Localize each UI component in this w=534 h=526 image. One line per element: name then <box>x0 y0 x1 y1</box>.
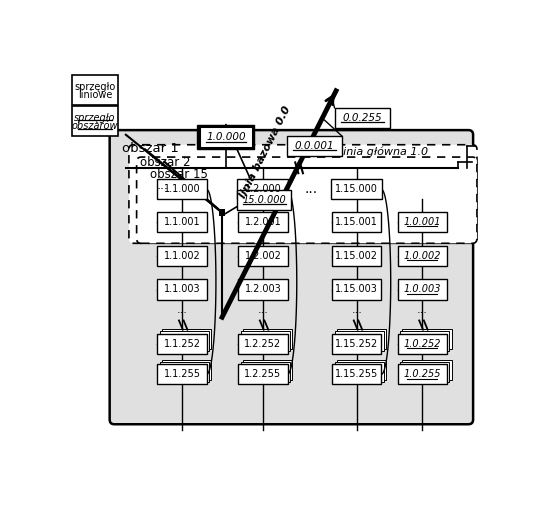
Text: 1.1.003: 1.1.003 <box>164 285 200 295</box>
Bar <box>156 179 207 199</box>
Bar <box>162 360 211 380</box>
Text: 1.2.255: 1.2.255 <box>245 369 281 379</box>
Text: 1.0.000: 1.0.000 <box>206 132 246 142</box>
Bar <box>398 246 447 266</box>
Text: obszar 2: obszar 2 <box>140 156 190 168</box>
Bar <box>398 365 447 385</box>
Text: 1.15.003: 1.15.003 <box>335 285 378 295</box>
Bar <box>334 108 390 128</box>
Text: ...: ... <box>305 183 318 196</box>
Text: 1.0.002: 1.0.002 <box>404 250 441 260</box>
Text: 1.0.001: 1.0.001 <box>404 217 441 227</box>
Bar <box>337 360 386 380</box>
Text: linia bazowa 0.0: linia bazowa 0.0 <box>238 105 293 200</box>
Text: ...: ... <box>417 305 428 315</box>
Text: 1.1.252: 1.1.252 <box>163 339 201 349</box>
Bar <box>238 365 287 385</box>
Bar <box>332 246 381 266</box>
Text: sprzęgło: sprzęgło <box>74 82 116 92</box>
Bar <box>238 246 287 266</box>
Text: 1.1.000: 1.1.000 <box>164 185 200 195</box>
FancyBboxPatch shape <box>137 157 477 244</box>
Bar <box>287 136 342 156</box>
Bar <box>160 331 209 351</box>
Text: 1.2.003: 1.2.003 <box>245 285 281 295</box>
Bar <box>72 75 118 105</box>
Text: 1.0.252: 1.0.252 <box>404 339 441 349</box>
Bar <box>238 333 287 353</box>
Bar <box>238 279 287 299</box>
Bar <box>158 333 207 353</box>
Text: 1.2.252: 1.2.252 <box>245 339 281 349</box>
Bar <box>334 331 384 351</box>
Bar <box>240 362 290 382</box>
Bar <box>243 329 292 349</box>
Bar <box>240 331 290 351</box>
Text: 1.2.001: 1.2.001 <box>245 217 281 227</box>
Bar <box>398 279 447 299</box>
Text: 0.0.255: 0.0.255 <box>342 113 382 123</box>
FancyBboxPatch shape <box>109 130 473 424</box>
Bar <box>332 279 381 299</box>
Text: obszar 15: obszar 15 <box>151 168 208 181</box>
Text: 1.2.000: 1.2.000 <box>245 185 281 195</box>
Bar <box>238 190 292 210</box>
Text: 1.1.002: 1.1.002 <box>163 250 200 260</box>
Bar <box>158 212 207 232</box>
Bar <box>243 360 292 380</box>
Bar <box>332 212 381 232</box>
Bar <box>158 365 207 385</box>
Text: 1.1.001: 1.1.001 <box>164 217 200 227</box>
Text: ...: ... <box>156 179 169 191</box>
Bar <box>332 179 382 199</box>
Bar <box>400 331 449 351</box>
Bar <box>162 329 211 349</box>
Bar <box>398 333 447 353</box>
Text: ...: ... <box>257 305 268 315</box>
Text: 1.1.255: 1.1.255 <box>163 369 201 379</box>
Bar <box>160 362 209 382</box>
FancyBboxPatch shape <box>129 145 477 244</box>
Bar <box>238 179 288 199</box>
Bar <box>219 209 225 216</box>
Bar <box>332 333 381 353</box>
Bar <box>199 126 253 148</box>
Bar <box>337 329 386 349</box>
Text: 1.15.000: 1.15.000 <box>335 185 378 195</box>
Bar <box>402 360 452 380</box>
Text: 0.0.001: 0.0.001 <box>295 141 334 151</box>
Bar <box>400 362 449 382</box>
Text: 1.15.252: 1.15.252 <box>335 339 379 349</box>
Bar <box>158 246 207 266</box>
Text: 1.15.255: 1.15.255 <box>335 369 379 379</box>
Text: 1.0.003: 1.0.003 <box>404 285 441 295</box>
Bar <box>398 212 447 232</box>
Text: obszar 1: obszar 1 <box>122 143 179 155</box>
Bar <box>72 106 118 136</box>
Text: 15.0.000: 15.0.000 <box>242 195 286 205</box>
Text: liniowe: liniowe <box>78 90 112 100</box>
Text: 1.2.002: 1.2.002 <box>245 250 281 260</box>
Bar <box>402 329 452 349</box>
Text: 1.15.001: 1.15.001 <box>335 217 378 227</box>
Bar <box>238 212 287 232</box>
Text: sprzęgło: sprzęgło <box>74 113 116 123</box>
Text: ...: ... <box>177 305 187 315</box>
Bar <box>198 125 254 149</box>
Text: obszarów: obszarów <box>72 122 119 132</box>
Text: 1.15.002: 1.15.002 <box>335 250 378 260</box>
Text: 1.0.255: 1.0.255 <box>404 369 441 379</box>
Text: ...: ... <box>351 305 362 315</box>
Bar <box>332 365 381 385</box>
Text: linia główna 1.0: linia główna 1.0 <box>340 147 428 157</box>
Bar <box>158 279 207 299</box>
Bar <box>334 362 384 382</box>
